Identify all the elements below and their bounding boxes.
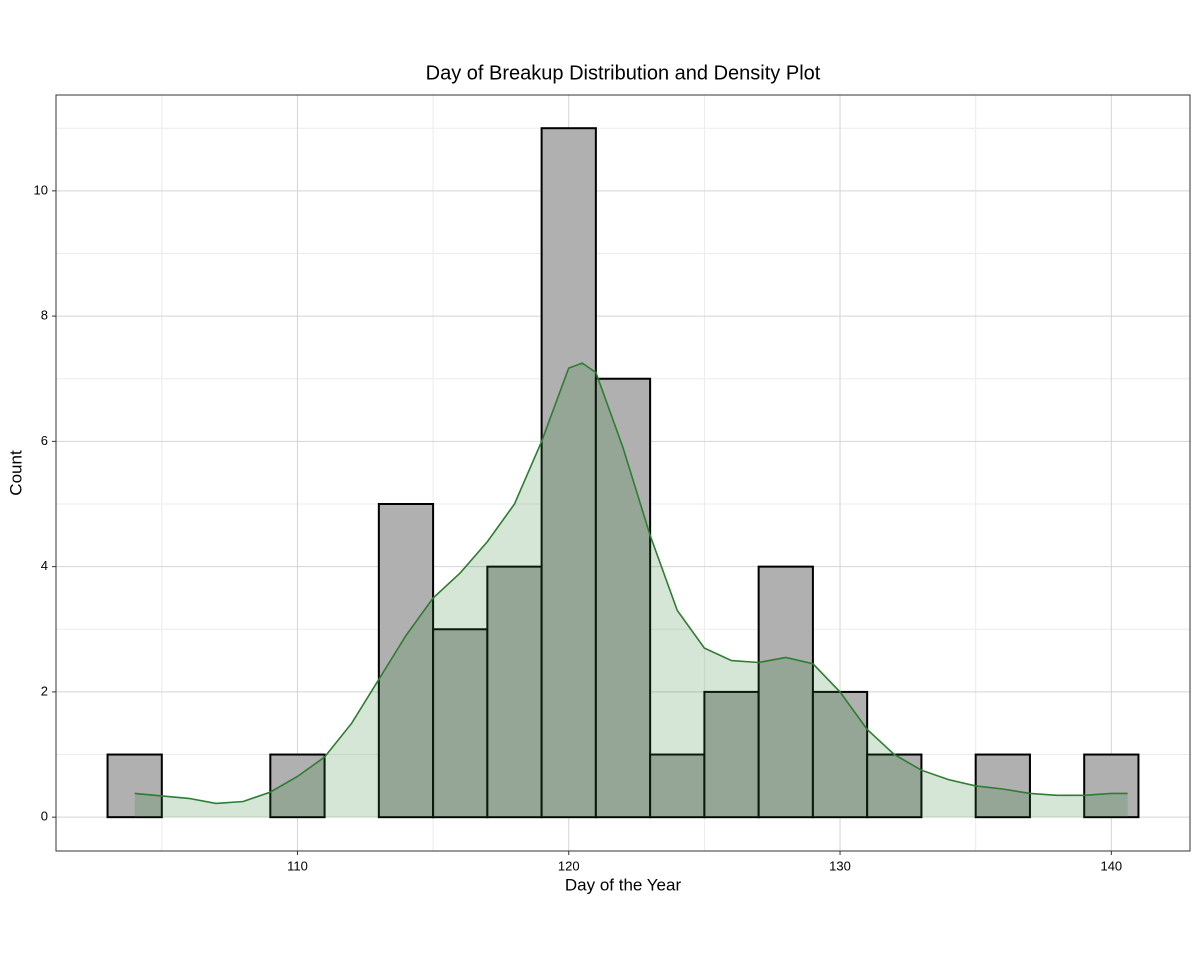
bar	[486, 565, 543, 819]
bar	[432, 628, 489, 819]
bar	[269, 753, 326, 819]
x-tick-label: 120	[558, 858, 580, 873]
y-tick-label: 8	[41, 308, 48, 323]
bar	[1083, 753, 1140, 819]
y-tick-label: 0	[41, 809, 48, 824]
density-line	[134, 362, 1128, 805]
chart-title: Day of Breakup Distribution and Density …	[426, 62, 821, 84]
x-tick-label: 130	[829, 858, 851, 873]
y-tick-label: 2	[41, 683, 48, 698]
y-tick-label: 6	[41, 433, 48, 448]
bar	[974, 753, 1031, 819]
y-axis-label: Count	[6, 450, 25, 496]
y-tick-label: 4	[41, 558, 48, 573]
x-tick-label: 110	[287, 858, 308, 873]
x-axis-label: Day of the Year	[565, 875, 682, 894]
plot-border	[55, 94, 1191, 852]
y-tick-label: 10	[34, 182, 48, 197]
bar	[106, 753, 163, 819]
x-tick-label: 140	[1100, 858, 1122, 873]
density-area	[134, 363, 1128, 818]
bar	[377, 503, 435, 819]
bar	[594, 377, 652, 819]
bar	[540, 127, 597, 819]
